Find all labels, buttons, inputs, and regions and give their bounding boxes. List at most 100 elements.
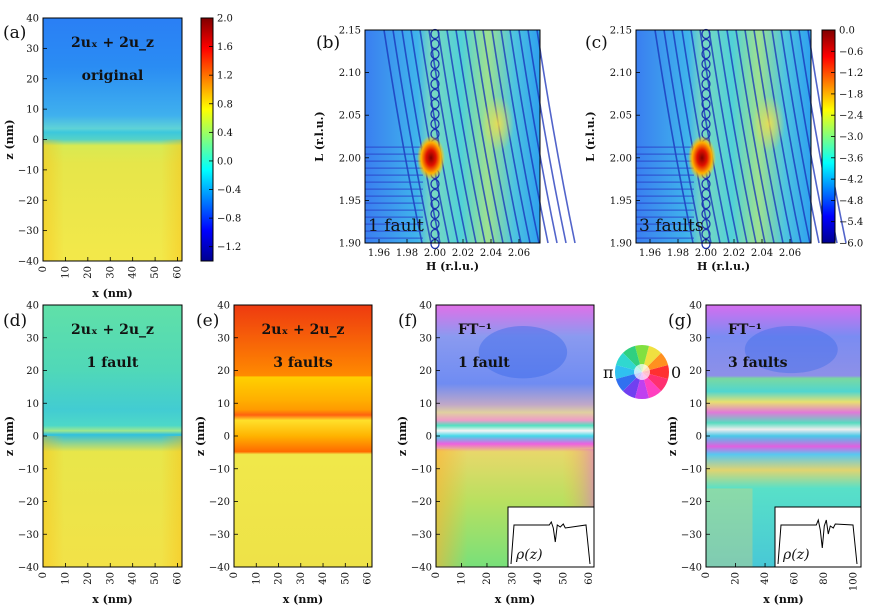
fringe-loop — [430, 188, 440, 200]
x-tick-label: 10 — [60, 572, 71, 585]
fringe-line — [536, 29, 576, 244]
y-tick-label: −10 — [18, 464, 39, 475]
y-tick-label: 10 — [26, 399, 39, 410]
x-tick-label: 2.04 — [480, 248, 502, 259]
panel-b: 1.96 1.98 2.00 2.02 2.04 2.06 2.15 2.10 2.05 2.00… — [313, 26, 576, 273]
fringe-loop — [701, 68, 711, 80]
annotation: 1 fault — [368, 216, 424, 236]
x-tick-label: 40 — [760, 572, 771, 585]
fringe-loop — [701, 228, 711, 240]
panel-label: (b) — [316, 33, 340, 53]
bragg-peak — [417, 135, 445, 180]
panel-d: 0 10 20 30 40 50 60 40 30 20 10 0 −10 −20 −30 −40 x (nm)… — [3, 301, 184, 607]
fringe-loop — [701, 208, 711, 220]
x-tick-label: 2.02 — [723, 248, 745, 259]
wheel-sector — [635, 345, 649, 372]
x-tick-label: 10 — [251, 572, 262, 585]
fringe-loop — [701, 88, 711, 100]
wheel-center — [634, 364, 650, 380]
x-axis-label: x (nm) — [763, 593, 803, 606]
y-tick-label: 2.15 — [610, 26, 632, 37]
wheel-sector — [642, 372, 669, 392]
phase-blob — [744, 325, 838, 374]
colorbar-tick-label: 1.6 — [217, 42, 233, 53]
fringe-line — [383, 29, 423, 244]
y-tick-label: 2.05 — [339, 111, 361, 122]
y-tick-label: 1.90 — [339, 239, 361, 250]
panel-label: (d) — [3, 311, 27, 331]
y-tick-label: −40 — [681, 563, 702, 574]
fringe-line — [500, 29, 540, 244]
fringe-line — [437, 29, 477, 244]
x-tick-label: 30 — [105, 266, 116, 279]
x-tick-label: 20 — [731, 572, 742, 585]
colorbar-tick-label: −6.0 — [839, 239, 863, 250]
x-tick-label: 100 — [849, 572, 860, 591]
y-tick-label: 2.00 — [610, 153, 632, 164]
fringe-line — [780, 29, 820, 244]
y-tick-label: 20 — [689, 366, 702, 377]
fringe-loop — [701, 108, 711, 120]
fringe-line — [762, 29, 802, 244]
colorbar-tick-label: −1.2 — [839, 68, 863, 79]
colorbar-tick-label: 0.0 — [217, 156, 233, 167]
annotation-sub: 1 fault — [458, 355, 510, 371]
y-tick-label: 20 — [217, 366, 230, 377]
x-axis-label: x (nm) — [283, 593, 323, 606]
y-axis-label: z (nm) — [3, 416, 16, 456]
y-tick-label: 30 — [217, 333, 230, 344]
x-tick-label: 40 — [533, 572, 544, 585]
x-axis-label: x (nm) — [92, 287, 132, 300]
y-tick-label: −20 — [18, 196, 39, 207]
wheel-sector — [615, 372, 642, 392]
y-tick-label: 30 — [419, 333, 432, 344]
x-tick-label: 50 — [558, 572, 569, 585]
y-tick-label: −10 — [18, 165, 39, 176]
colorbar-tick-label: −5.4 — [839, 217, 863, 228]
y-tick-label: −40 — [209, 563, 230, 574]
x-tick-label: 60 — [173, 572, 184, 585]
y-tick-label: 20 — [419, 366, 432, 377]
wheel-sector — [642, 365, 669, 379]
colorbar-tick-label: −2.4 — [839, 111, 863, 122]
colorbar-tick-label: −4.2 — [839, 175, 863, 186]
y-tick-label: 0 — [696, 432, 702, 443]
annotation: 2uₓ + 2u_z — [71, 35, 154, 51]
y-tick-label: −10 — [681, 464, 702, 475]
annotation: 3 faults — [639, 216, 704, 236]
panel-label: (f) — [398, 311, 418, 331]
panel-label: (e) — [196, 311, 219, 331]
y-tick-label: −30 — [18, 530, 39, 541]
annotation-sub: 3 faults — [728, 355, 788, 371]
rho-curve — [510, 520, 591, 565]
y-tick-label: 0 — [224, 432, 230, 443]
y-tick-label: −40 — [411, 563, 432, 574]
plot-frame — [635, 29, 812, 244]
colorbar-tick-label: −0.4 — [217, 185, 241, 196]
y-tick-label: 40 — [419, 301, 432, 312]
annotation-sub: original — [82, 68, 144, 84]
annotation: FT⁻¹ — [458, 322, 492, 338]
y-tick-label: −40 — [18, 257, 39, 268]
y-tick-label: −20 — [411, 497, 432, 508]
fringe-line — [527, 29, 567, 244]
colorbar-tick-label: 0.0 — [839, 26, 855, 37]
colorbar-tick-label: 0.8 — [217, 99, 233, 110]
fringe-loop — [430, 98, 440, 110]
x-tick-label: 1.98 — [396, 248, 418, 259]
fringe-loop — [701, 118, 711, 130]
fringe-loop — [430, 38, 440, 50]
x-tick-label: 2.00 — [424, 248, 446, 259]
fringe-line — [518, 29, 558, 244]
annotation-sub: 1 fault — [87, 355, 139, 371]
rho-inset: ρ(z) — [507, 506, 595, 568]
y-tick-label: 10 — [217, 399, 230, 410]
x-tick-label: 10 — [60, 266, 71, 279]
y-tick-label: 10 — [26, 105, 39, 116]
wheel-sector — [642, 372, 662, 399]
x-tick-label: 2.06 — [508, 248, 530, 259]
phase-blob — [478, 325, 568, 379]
y-tick-label: −10 — [209, 464, 230, 475]
